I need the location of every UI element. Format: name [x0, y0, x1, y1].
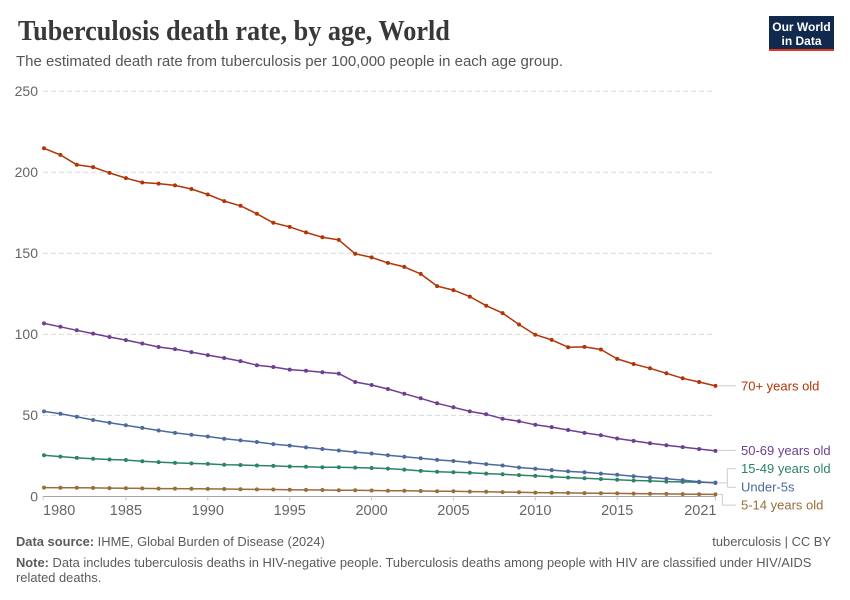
svg-text:15-49 years old: 15-49 years old: [741, 461, 831, 476]
svg-text:100: 100: [15, 326, 39, 342]
svg-text:70+ years old: 70+ years old: [741, 378, 819, 393]
svg-text:1995: 1995: [274, 503, 306, 519]
svg-text:Under-5s: Under-5s: [741, 480, 795, 495]
svg-text:5-14 years old: 5-14 years old: [741, 498, 823, 513]
svg-text:150: 150: [15, 245, 39, 261]
svg-text:0: 0: [30, 488, 38, 504]
svg-text:50-69 years old: 50-69 years old: [741, 443, 831, 458]
svg-text:2015: 2015: [601, 503, 633, 519]
svg-text:50: 50: [22, 407, 38, 423]
svg-text:1990: 1990: [192, 503, 224, 519]
svg-text:1980: 1980: [43, 503, 75, 519]
svg-text:2010: 2010: [519, 503, 551, 519]
svg-text:2000: 2000: [355, 503, 387, 519]
svg-text:250: 250: [15, 83, 39, 99]
svg-text:2005: 2005: [437, 503, 469, 519]
svg-text:1985: 1985: [110, 503, 142, 519]
svg-text:2021: 2021: [684, 503, 716, 519]
svg-text:200: 200: [15, 164, 39, 180]
